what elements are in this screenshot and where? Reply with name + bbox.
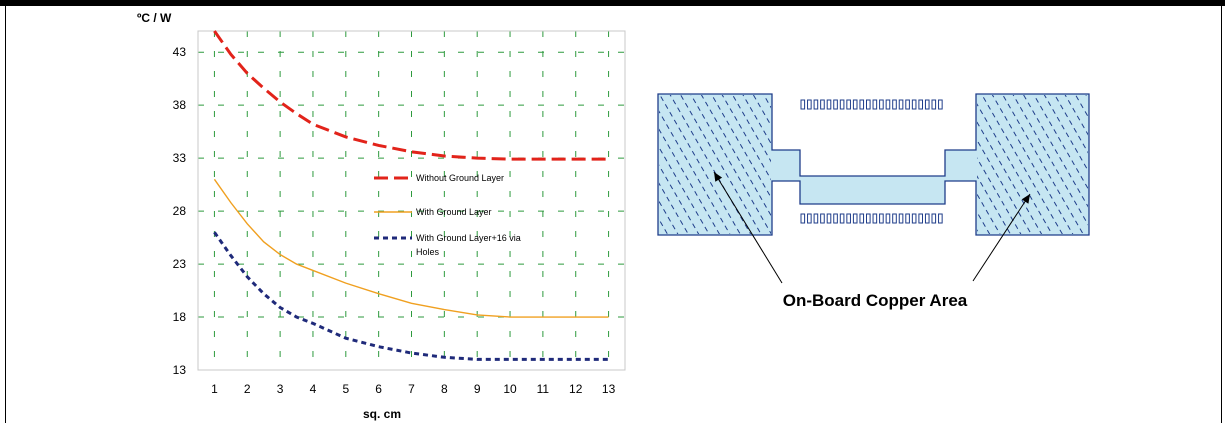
left-copper-hatch [659,95,771,234]
bottom-pin [898,213,904,224]
bottom-pin [852,213,858,224]
x-axis-label: sq. cm [363,407,401,421]
series-layer [213,30,609,361]
top-pin [826,99,832,110]
x-tick-label: 4 [310,382,317,396]
top-pin [931,99,937,110]
series-line-1 [213,30,609,161]
top-pin [879,99,884,110]
plot-area-border [197,30,626,371]
right-copper-hatch [977,95,1088,234]
legend-label-3: With Ground Layer+16 via [416,233,521,243]
bottom-pin [800,213,806,224]
x-tick-label: 5 [342,382,349,396]
top-pin [807,99,812,110]
top-pin [866,99,871,110]
frame-right-border [1221,0,1222,423]
top-pin [938,99,943,110]
ic-pins [800,99,943,224]
legend-label-3: Holes [416,247,440,257]
top-pin [846,99,851,110]
bottom-pin [879,213,884,224]
top-pin [800,99,806,110]
y-tick-label: 13 [173,363,187,377]
y-tick-label: 23 [173,257,187,271]
top-pin [898,99,904,110]
top-pin [924,99,930,110]
top-pin [813,99,819,110]
bottom-pin [846,213,851,224]
frame-top-border [0,0,1225,6]
x-tick-label: 6 [375,382,382,396]
x-tick-label: 9 [474,382,481,396]
bottom-pin [885,213,891,224]
top-pin [859,99,865,110]
callout-arrow-line-1 [713,171,783,284]
bottom-pin [931,213,937,224]
top-pin [918,99,924,110]
callout-arrow-line-2 [972,193,1031,282]
x-tick-label: 7 [408,382,415,396]
top-pin [892,99,897,110]
y-axis-unit-label: ºC / W [137,11,172,25]
legend-label-1: Without Ground Layer [416,173,504,183]
bottom-pin [813,213,819,224]
top-pin [839,99,845,110]
legend-layer: Without Ground Layer With Ground Layer Wit… [374,173,521,257]
top-pin [905,99,910,110]
series-line-3 [213,231,609,361]
top-pin [911,99,917,110]
top-pin [872,99,878,110]
y-tick-label: 33 [173,151,187,165]
on-board-copper-area-label: On-Board Copper Area [783,291,968,310]
x-tick-label: 1 [211,382,218,396]
bottom-pin [911,213,917,224]
x-tick-label: 12 [569,382,583,396]
copper-pad-shapes [657,93,1090,236]
bottom-pin [918,213,924,224]
x-tick-label: 2 [244,382,251,396]
top-pin [885,99,891,110]
x-tick-label: 13 [602,382,616,396]
series-line-2 [213,178,609,318]
callout-arrow-head-1 [714,172,723,182]
y-tick-label: 18 [173,310,187,324]
bottom-pin [859,213,865,224]
top-pin [852,99,858,110]
bottom-pin [924,213,930,224]
callout-arrows [713,171,1031,284]
y-tick-label: 38 [173,98,187,112]
x-tick-label: 11 [537,382,550,396]
bottom-pin [872,213,878,224]
bottom-pin [833,213,838,224]
legend-label-2: With Ground Layer [416,207,492,217]
axes-layer [197,30,626,371]
x-tick-label: 8 [441,382,448,396]
top-pin [833,99,838,110]
x-tick-label: 3 [277,382,284,396]
callout-arrow-head-2 [1021,194,1030,204]
bottom-pin [807,213,812,224]
bottom-pin [892,213,897,224]
bottom-pin [820,213,825,224]
x-tick-label: 10 [503,382,517,396]
grid-layer [198,31,625,371]
top-pin [820,99,825,110]
bottom-pin [826,213,832,224]
y-tick-label: 28 [173,204,187,218]
bottom-pin [839,213,845,224]
frame-left-border [5,0,6,423]
bottom-pin [866,213,871,224]
bottom-pin [938,213,943,224]
bottom-pin [905,213,910,224]
y-tick-label: 43 [173,45,187,59]
